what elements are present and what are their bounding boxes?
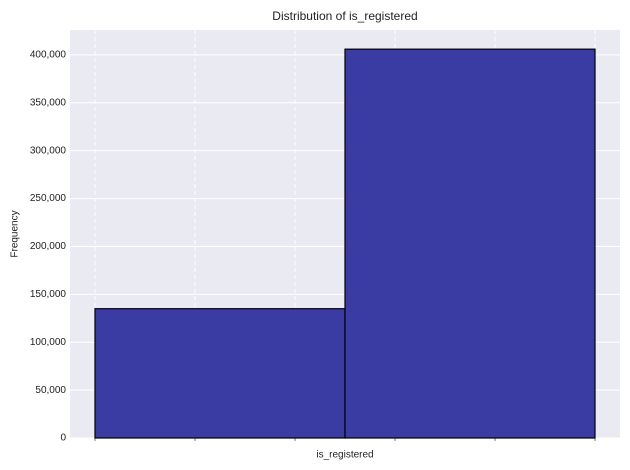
y-axis-label: Frequency [10, 210, 21, 257]
y-tick-label: 150,000 [30, 289, 67, 300]
y-tick-label: 250,000 [30, 193, 67, 204]
x-axis-label: is_registered [316, 450, 373, 461]
y-tick-label: 0 [60, 433, 66, 444]
chart-title: Distribution of is_registered [272, 9, 417, 23]
y-tick-label: 50,000 [35, 385, 66, 396]
y-tick-label: 100,000 [30, 337, 67, 348]
y-tick-label: 300,000 [30, 145, 67, 156]
y-tick-label: 200,000 [30, 241, 67, 252]
y-tick-label: 400,000 [30, 50, 67, 61]
y-tick-label: 350,000 [30, 97, 67, 108]
bar [94, 308, 346, 439]
bar [344, 48, 596, 439]
